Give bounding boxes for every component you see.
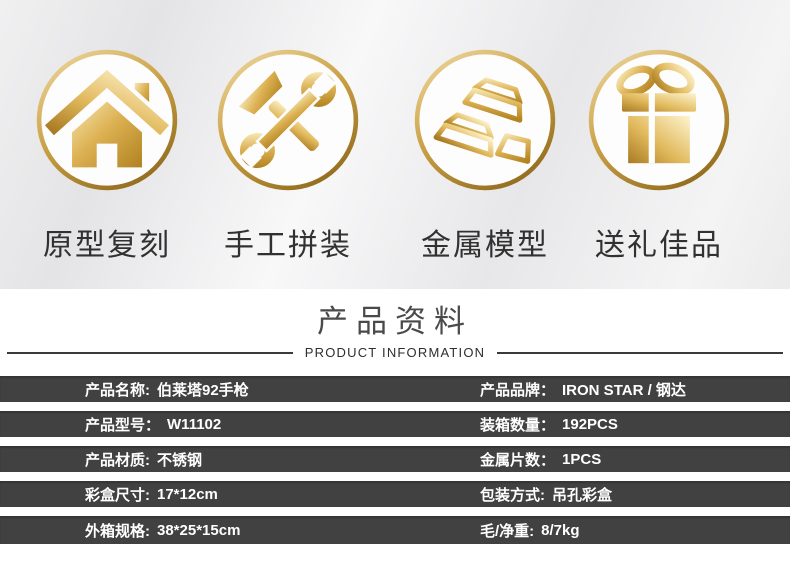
- feature-great-gift: 送礼佳品: [564, 48, 754, 264]
- spec-value: 8/7kg: [541, 521, 580, 539]
- spec-cell: 包装方式: 吊孔彩盒: [480, 484, 790, 505]
- spec-label: 包装方式:: [480, 486, 545, 504]
- spec-cell: 装箱数量： 192PCS: [480, 414, 790, 435]
- spec-label: 产品材质:: [85, 451, 150, 469]
- section-subtitle-row: PRODUCT INFORMATION: [0, 345, 790, 360]
- spec-value: 不锈钢: [157, 451, 203, 469]
- spec-value: 192PCS: [562, 415, 618, 433]
- feature-original-replica: 原型复刻: [12, 48, 202, 264]
- spec-value: 17*12cm: [157, 485, 218, 503]
- spec-cell: 金属片数： 1PCS: [480, 449, 790, 470]
- wrench-hammer-icon: [217, 49, 359, 191]
- feature-label: 金属模型: [421, 229, 549, 262]
- divider-line-left: [6, 351, 293, 354]
- spec-value: 1PCS: [562, 450, 602, 468]
- spec-cell: 产品型号： W11102: [0, 414, 480, 435]
- feature-label: 手工拼装: [224, 229, 352, 262]
- gold-bars-icon: [414, 49, 556, 191]
- home-icon: [36, 49, 178, 191]
- table-row: 产品名称: 伯莱塔92手枪 产品品牌： IRON STAR / 钢达: [0, 376, 790, 402]
- feature-label: 原型复刻: [43, 229, 171, 262]
- spec-value: 38*25*15cm: [157, 521, 241, 539]
- spec-label: 产品品牌：: [480, 381, 556, 399]
- page-title: 产品资料: [317, 304, 473, 339]
- spec-value: 吊孔彩盒: [552, 486, 613, 504]
- table-row: 产品型号： W11102 装箱数量： 192PCS: [0, 411, 790, 437]
- product-info-section: 产品资料 PRODUCT INFORMATION 产品名称: 伯莱塔92手枪 产…: [0, 289, 790, 564]
- table-row: 彩盒尺寸: 17*12cm 包装方式: 吊孔彩盒: [0, 481, 790, 507]
- spec-table: 产品名称: 伯莱塔92手枪 产品品牌： IRON STAR / 钢达 产品型号：…: [0, 376, 790, 544]
- gift-icon: [588, 49, 730, 191]
- divider-line-right: [497, 351, 784, 354]
- feature-label: 送礼佳品: [595, 229, 723, 262]
- feature-metal-model: 金属模型: [390, 48, 580, 264]
- table-row: 产品材质: 不锈钢 金属片数： 1PCS: [0, 446, 790, 472]
- spec-cell: 彩盒尺寸: 17*12cm: [0, 484, 480, 505]
- spec-label: 毛/净重:: [480, 522, 535, 540]
- section-subtitle: PRODUCT INFORMATION: [304, 345, 486, 360]
- spec-cell: 产品品牌： IRON STAR / 钢达: [480, 379, 790, 400]
- spec-cell: 产品名称: 伯莱塔92手枪: [0, 379, 480, 400]
- spec-value: 伯莱塔92手枪: [157, 381, 249, 399]
- spec-cell: 毛/净重: 8/7kg: [480, 520, 790, 541]
- hero-banner: 原型复刻 手工拼装: [0, 0, 790, 289]
- spec-value: IRON STAR / 钢达: [562, 381, 686, 399]
- spec-label: 装箱数量：: [480, 416, 556, 434]
- spec-cell: 外箱规格: 38*25*15cm: [0, 520, 480, 541]
- spec-cell: 产品材质: 不锈钢: [0, 449, 480, 470]
- spec-label: 金属片数：: [480, 451, 556, 469]
- spec-label: 产品名称:: [85, 381, 150, 399]
- spec-label: 彩盒尺寸:: [85, 486, 150, 504]
- spec-value: W11102: [167, 415, 222, 433]
- feature-hand-assembled: 手工拼装: [193, 48, 383, 264]
- spec-label: 产品型号：: [85, 416, 161, 434]
- table-row: 外箱规格: 38*25*15cm 毛/净重: 8/7kg: [0, 516, 790, 544]
- spec-label: 外箱规格:: [85, 522, 150, 540]
